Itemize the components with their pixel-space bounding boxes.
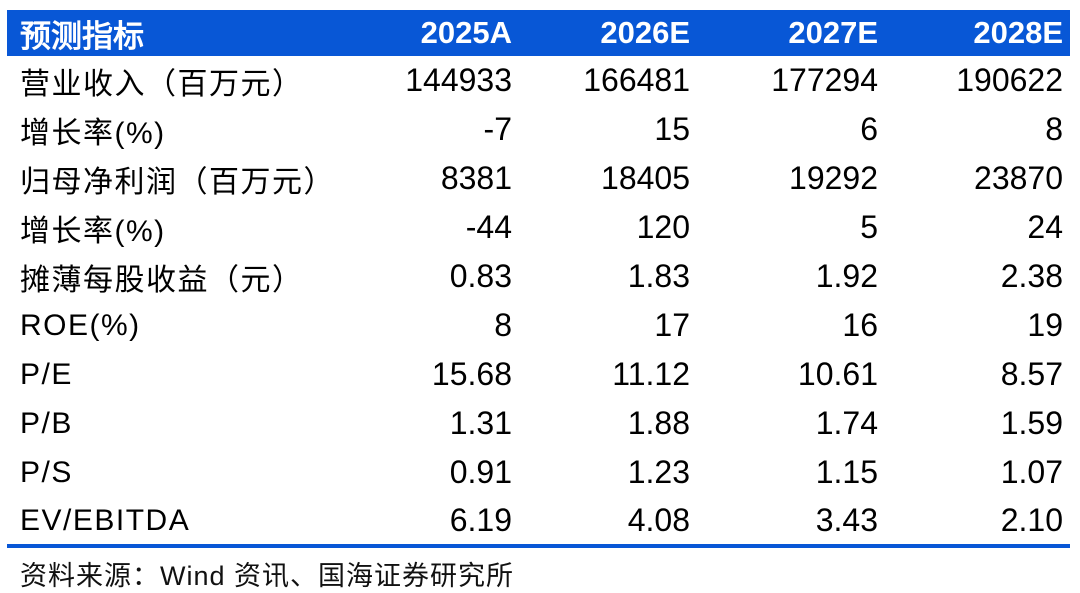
cell-value: 17	[654, 307, 690, 343]
table-row-pb: P/B 1.31 1.88 1.74 1.59	[7, 399, 1070, 448]
header-col-year-1: 2025A	[337, 10, 512, 56]
table-row-roe: ROE(%) 8 17 16 19	[7, 301, 1070, 350]
row-label: P/E	[20, 357, 73, 391]
table-row-diluted-eps: 摊薄每股收益（元） 0.83 1.83 1.92 2.38	[7, 252, 1070, 301]
forecast-metrics-table: 预测指标 2025A 2026E 2027E 2028E 营业收入（百万元） 1…	[7, 10, 1070, 548]
cell-value: 1.88	[627, 405, 690, 441]
row-label: 归母净利润（百万元）	[20, 165, 335, 199]
cell-value: 4.08	[627, 502, 690, 538]
table-row-revenue-growth: 增长率(%) -7 15 6 8	[7, 105, 1070, 154]
cell-value: 5	[860, 209, 878, 245]
cell-value: 1.74	[815, 405, 878, 441]
cell-value: 11.12	[612, 356, 690, 392]
cell-value: 0.83	[449, 258, 512, 294]
cell-value: 19	[1027, 307, 1063, 343]
cell-value: 24	[1027, 209, 1063, 245]
cell-value: 19292	[789, 160, 878, 196]
table-row-ev-ebitda: EV/EBITDA 6.19 4.08 3.43 2.10	[7, 497, 1070, 546]
cell-value: 2.10	[1000, 502, 1063, 538]
table-row-ps: P/S 0.91 1.23 1.15 1.07	[7, 448, 1070, 497]
cell-value: 15.68	[431, 356, 512, 392]
cell-value: 8381	[440, 160, 512, 196]
cell-value: 1.31	[449, 405, 512, 441]
cell-value: 10.61	[797, 356, 878, 392]
cell-value: 8	[494, 307, 512, 343]
row-label: 增长率(%)	[20, 116, 166, 150]
cell-value: 1.83	[627, 258, 690, 294]
table-row-net-profit: 归母净利润（百万元） 8381 18405 19292 23870	[7, 154, 1070, 203]
row-label: EV/EBITDA	[20, 503, 191, 537]
row-label: 营业收入（百万元）	[20, 67, 304, 101]
cell-value: 144933	[405, 62, 512, 98]
cell-value: 1.07	[1000, 454, 1063, 490]
cell-value: 8.57	[1000, 356, 1063, 392]
cell-value: 1.92	[815, 258, 878, 294]
table-row-pe: P/E 15.68 11.12 10.61 8.57	[7, 350, 1070, 399]
cell-value: 120	[636, 209, 690, 245]
header-col-year-2: 2026E	[512, 10, 690, 56]
source-note: 资料来源：Wind 资讯、国海证券研究所	[20, 561, 515, 591]
table-row-revenue: 营业收入（百万元） 144933 166481 177294 190622	[7, 56, 1070, 105]
header-row: 预测指标 2025A 2026E 2027E 2028E	[7, 10, 1070, 56]
row-label: ROE(%)	[20, 308, 141, 342]
header-metric-label: 预测指标	[7, 10, 337, 56]
cell-value: 0.91	[449, 454, 512, 490]
cell-value: 177294	[771, 62, 878, 98]
row-label: 增长率(%)	[20, 214, 166, 248]
cell-value: 1.23	[627, 454, 690, 490]
row-label: 摊薄每股收益（元）	[20, 263, 304, 297]
cell-value: 16	[842, 307, 878, 343]
cell-value: 6	[860, 111, 878, 147]
cell-value: 15	[654, 111, 690, 147]
cell-value: 23870	[974, 160, 1063, 196]
cell-value: 2.38	[1000, 258, 1063, 294]
cell-value: 1.59	[1000, 405, 1063, 441]
header-col-year-4: 2028E	[878, 10, 1070, 56]
cell-value: -44	[465, 209, 512, 245]
cell-value: 3.43	[815, 502, 878, 538]
cell-value: 1.15	[815, 454, 878, 490]
table-row-profit-growth: 增长率(%) -44 120 5 24	[7, 203, 1070, 252]
cell-value: 8	[1045, 111, 1063, 147]
row-label: P/S	[20, 455, 73, 489]
cell-value: 18405	[601, 160, 690, 196]
cell-value: 190622	[956, 62, 1063, 98]
row-label: P/B	[20, 406, 73, 440]
cell-value: 6.19	[449, 502, 512, 538]
cell-value: 166481	[583, 62, 690, 98]
header-col-year-3: 2027E	[690, 10, 878, 56]
cell-value: -7	[483, 111, 512, 147]
